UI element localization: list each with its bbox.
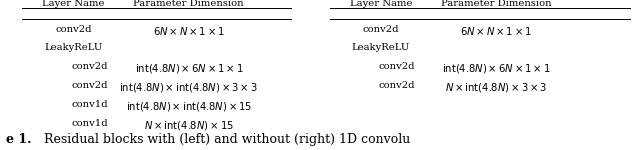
- Text: Parameter Dimension: Parameter Dimension: [441, 0, 551, 8]
- Text: $6N \times N \times 1 \times 1$: $6N \times N \times 1 \times 1$: [153, 25, 225, 37]
- Text: $\mathrm{int}(4.8N) \times 6N \times 1 \times 1$: $\mathrm{int}(4.8N) \times 6N \times 1 \…: [442, 62, 550, 75]
- Text: $\mathrm{int}(4.8N) \times \mathrm{int}(4.8N) \times 15$: $\mathrm{int}(4.8N) \times \mathrm{int}(…: [125, 100, 252, 113]
- Text: $\mathrm{int}(4.8N) \times \mathrm{int}(4.8N) \times 3 \times 3$: $\mathrm{int}(4.8N) \times \mathrm{int}(…: [120, 81, 258, 94]
- Text: conv2d: conv2d: [55, 25, 92, 34]
- Text: conv1d: conv1d: [71, 100, 108, 109]
- Text: $N \times \mathrm{int}(4.8N) \times 15$: $N \times \mathrm{int}(4.8N) \times 15$: [144, 118, 234, 132]
- Text: conv2d: conv2d: [71, 62, 108, 71]
- Text: LeakyReLU: LeakyReLU: [44, 44, 103, 52]
- Text: Layer Name: Layer Name: [42, 0, 105, 8]
- Text: conv2d: conv2d: [71, 81, 108, 90]
- Text: $\mathrm{int}(4.8N) \times 6N \times 1 \times 1$: $\mathrm{int}(4.8N) \times 6N \times 1 \…: [134, 62, 243, 75]
- Text: conv1d: conv1d: [71, 118, 108, 127]
- Text: Residual blocks with (left) and without (right) 1D convolu: Residual blocks with (left) and without …: [44, 133, 410, 146]
- Text: Layer Name: Layer Name: [349, 0, 412, 8]
- Text: conv2d: conv2d: [378, 81, 415, 90]
- Text: Parameter Dimension: Parameter Dimension: [134, 0, 244, 8]
- Text: $N \times \mathrm{int}(4.8N) \times 3 \times 3$: $N \times \mathrm{int}(4.8N) \times 3 \t…: [445, 81, 547, 94]
- Text: $6N \times N \times 1 \times 1$: $6N \times N \times 1 \times 1$: [460, 25, 532, 37]
- Text: conv2d: conv2d: [362, 25, 399, 34]
- Text: LeakyReLU: LeakyReLU: [351, 44, 410, 52]
- Text: conv2d: conv2d: [378, 62, 415, 71]
- Text: e 1.: e 1.: [6, 133, 32, 146]
